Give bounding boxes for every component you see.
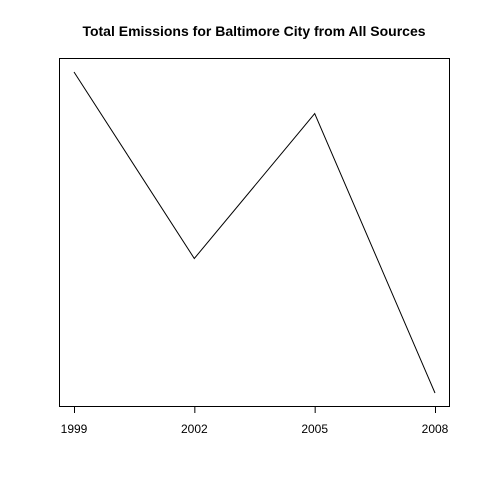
- x-tick-label: 2008: [422, 422, 449, 436]
- x-tick-label: 2005: [301, 422, 328, 436]
- x-tick-label: 1999: [61, 422, 88, 436]
- x-axis: 1999 2002 2005 2008: [61, 406, 449, 436]
- x-tick-label: 2002: [181, 422, 208, 436]
- plot-frame: [59, 58, 450, 407]
- chart-title: Total Emissions for Baltimore City from …: [82, 23, 425, 39]
- series-group: [73, 71, 436, 394]
- series-line: [73, 71, 436, 394]
